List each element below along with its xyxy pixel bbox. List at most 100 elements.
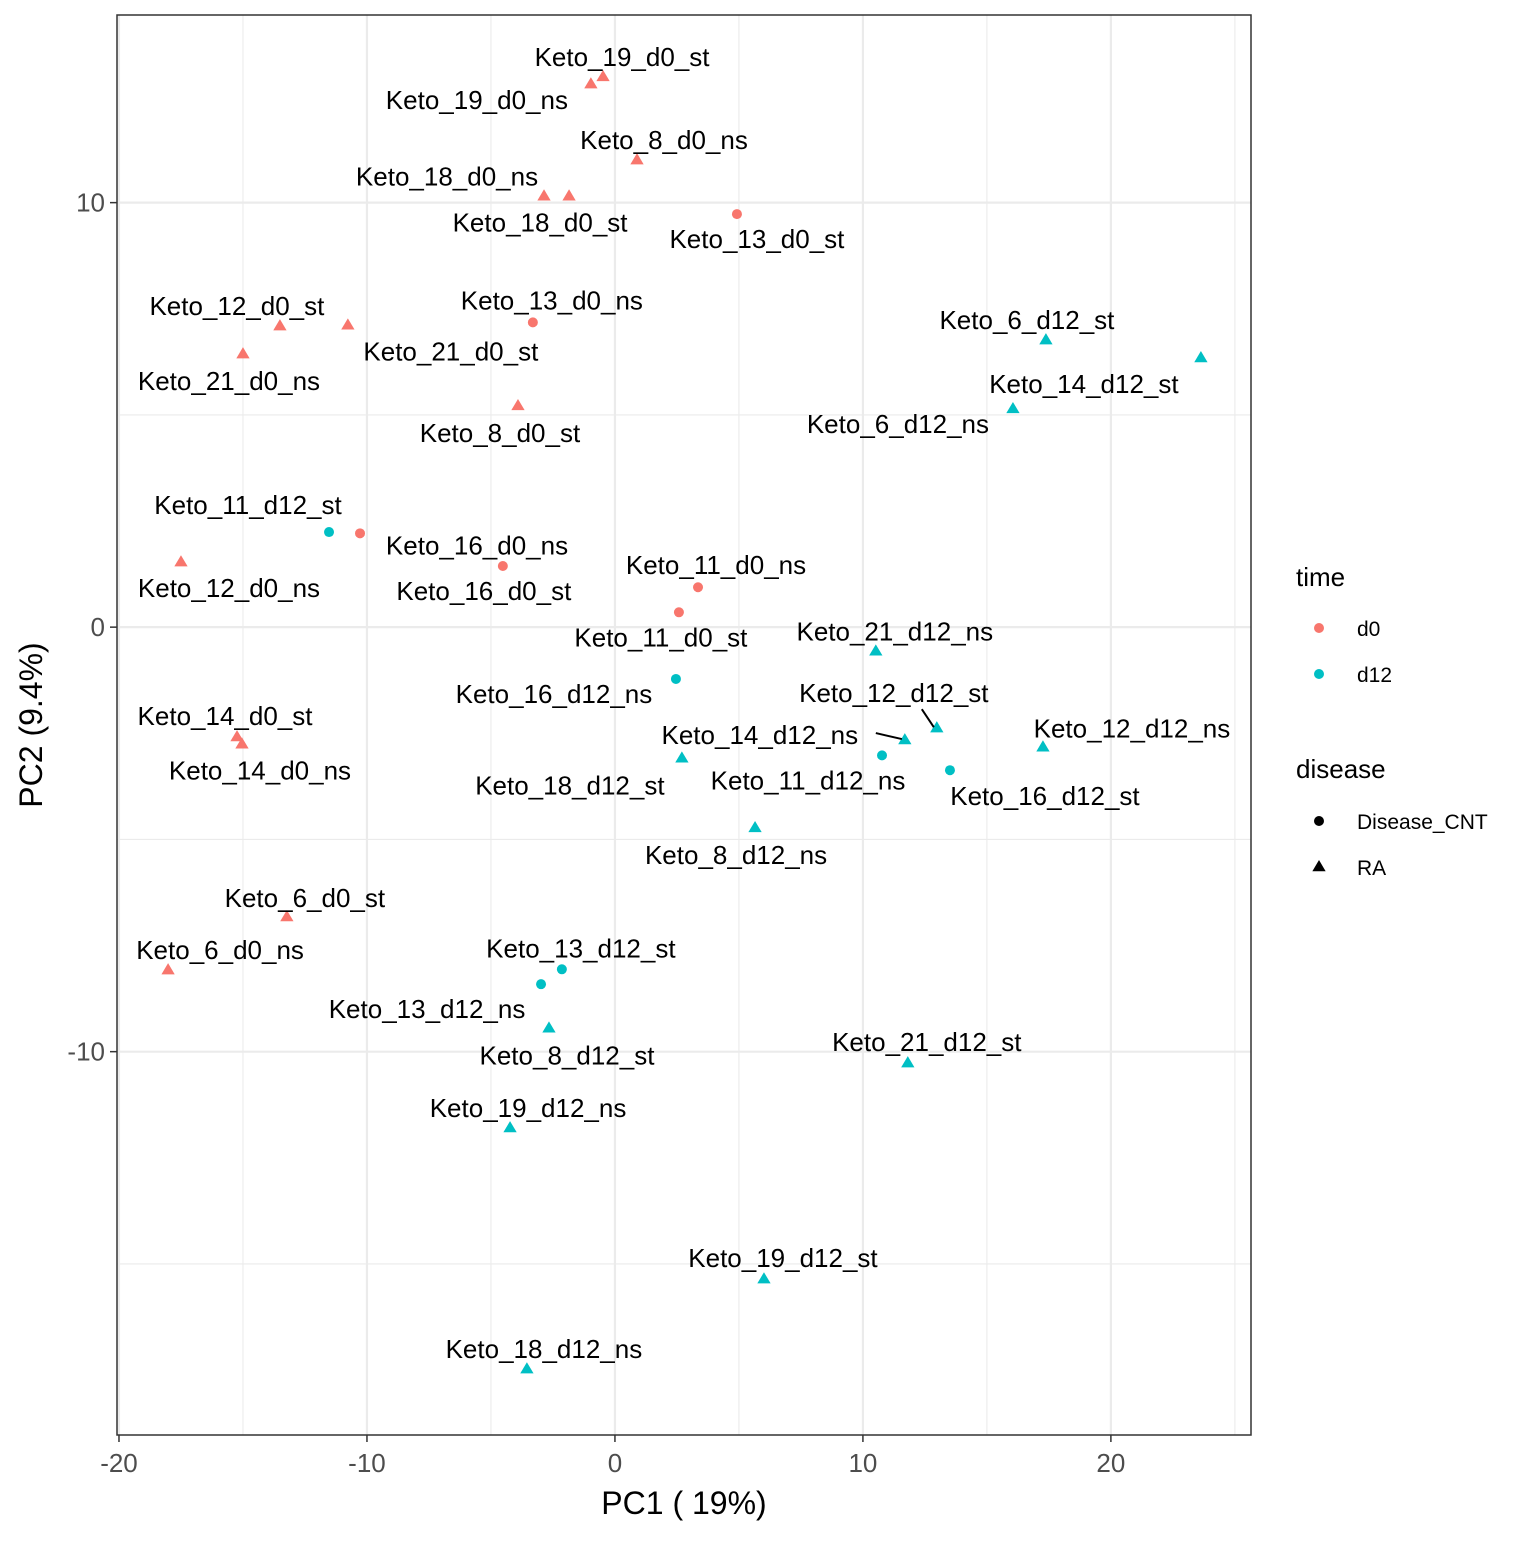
data-point — [542, 1021, 556, 1033]
point-label: Keto_13_d12_ns — [329, 994, 526, 1024]
point-label: Keto_13_d0_st — [669, 224, 845, 254]
data-point — [341, 318, 355, 330]
plot-panel-border — [116, 14, 1252, 1436]
y-tick-label: 10 — [76, 188, 105, 218]
point-label: Keto_19_d0_ns — [386, 85, 568, 115]
point-label: Keto_13_d12_st — [486, 933, 676, 963]
point-label: Keto_8_d12_st — [480, 1040, 656, 1070]
legend-key-d0 — [1314, 623, 1324, 633]
data-point — [503, 1121, 517, 1133]
y-tick-label: -10 — [67, 1037, 105, 1067]
legend-key-RA — [1312, 860, 1326, 872]
point-label: Keto_13_d0_ns — [461, 285, 643, 315]
point-label: Keto_6_d0_ns — [136, 935, 304, 965]
data-point — [1039, 333, 1053, 345]
data-point — [901, 1056, 915, 1068]
data-point — [511, 398, 525, 411]
data-point — [161, 963, 175, 975]
x-tick-label: -10 — [348, 1448, 386, 1478]
point-label: Keto_16_d0_ns — [386, 530, 568, 560]
point-label: Keto_12_d12_ns — [1034, 713, 1231, 743]
point-label: Keto_11_d0_ns — [626, 550, 806, 580]
data-point — [630, 153, 644, 165]
point-label: Keto_14_d0_st — [138, 701, 314, 731]
point-label: Keto_14_d12_st — [989, 369, 1179, 399]
point-label: Keto_16_d0_st — [396, 576, 572, 606]
legend-title-time: time — [1296, 562, 1345, 592]
point-label: Keto_8_d0_st — [420, 418, 581, 448]
legend-label: d0 — [1357, 618, 1380, 641]
point-label: Keto_16_d12_ns — [456, 679, 653, 709]
data-point — [273, 319, 287, 331]
point-label: Keto_21_d0_st — [363, 336, 539, 366]
data-point — [556, 964, 567, 975]
legend-label: Disease_CNT — [1357, 811, 1488, 834]
label-connector — [920, 708, 935, 728]
data-point — [235, 737, 249, 749]
legend: time d0 d12 disease Disease_CNT RA — [1296, 562, 1488, 880]
data-point — [869, 644, 883, 656]
grid-lines — [117, 15, 1251, 1435]
data-point — [355, 528, 366, 539]
data-point — [944, 765, 955, 776]
point-label: Keto_19_d0_st — [535, 42, 711, 72]
point-label: Keto_16_d12_st — [950, 781, 1140, 811]
point-label: Keto_14_d12_ns — [662, 720, 859, 750]
data-point — [877, 750, 888, 761]
legend-label: d12 — [1357, 664, 1392, 687]
legend-label: RA — [1357, 857, 1386, 880]
data-point — [280, 910, 294, 922]
data-point — [520, 1362, 534, 1374]
point-label: Keto_19_d12_st — [688, 1243, 878, 1273]
y-axis-title: PC2 (9.4%) — [13, 642, 49, 807]
point-label: Keto_12_d12_st — [799, 678, 989, 708]
data-point — [236, 347, 250, 359]
label-connector — [875, 732, 903, 741]
point-label: Keto_14_d0_ns — [169, 755, 351, 785]
data-point — [930, 721, 944, 733]
data-points — [161, 69, 1208, 1374]
data-point — [1194, 351, 1208, 363]
point-label: Keto_12_d0_ns — [138, 573, 320, 603]
legend-key-Disease_CNT — [1314, 816, 1324, 826]
point-label: Keto_21_d12_ns — [796, 616, 993, 646]
data-point — [562, 189, 576, 201]
data-point — [1006, 401, 1020, 414]
point-labels: Keto_19_d0_st Keto_19_d0_ns Keto_8_d0_ns Ke… — [136, 42, 1230, 1364]
point-label: Keto_19_d12_ns — [430, 1093, 627, 1123]
x-tick-label: 20 — [1096, 1448, 1125, 1478]
legend-key-d12 — [1314, 669, 1324, 679]
data-point — [1036, 740, 1050, 752]
data-point — [898, 733, 912, 745]
data-point — [324, 527, 335, 538]
point-label: Keto_18_d12_st — [475, 770, 665, 800]
point-label: Keto_11_d0_st — [574, 622, 748, 652]
data-point — [174, 555, 188, 567]
data-point — [748, 820, 762, 833]
point-label: Keto_18_d12_ns — [446, 1334, 643, 1364]
point-label: Keto_21_d0_ns — [138, 366, 320, 396]
data-point — [675, 751, 689, 763]
point-label: Keto_8_d12_ns — [645, 840, 827, 870]
point-label: Keto_6_d12_ns — [807, 409, 989, 439]
data-point — [584, 77, 598, 89]
data-point — [673, 607, 684, 618]
point-label: Keto_8_d0_ns — [580, 125, 748, 155]
point-label: Keto_6_d0_st — [225, 883, 386, 913]
data-point — [731, 209, 742, 220]
data-point — [693, 582, 704, 593]
x-tick-label: 0 — [608, 1448, 622, 1478]
point-label: Keto_6_d12_st — [939, 305, 1115, 335]
point-label: Keto_11_d12_ns — [711, 765, 906, 795]
x-tick-label: -20 — [100, 1448, 138, 1478]
point-label: Keto_18_d0_ns — [356, 161, 538, 191]
data-point — [230, 730, 244, 742]
point-label: Keto_21_d12_st — [832, 1027, 1022, 1057]
data-point — [596, 69, 610, 82]
axes: -20 -10 0 10 20 -10 0 10 — [67, 188, 1125, 1478]
data-point — [527, 317, 538, 328]
point-label: Keto_11_d12_st — [154, 490, 342, 520]
data-point — [670, 673, 681, 684]
point-label: Keto_12_d0_st — [149, 291, 325, 321]
